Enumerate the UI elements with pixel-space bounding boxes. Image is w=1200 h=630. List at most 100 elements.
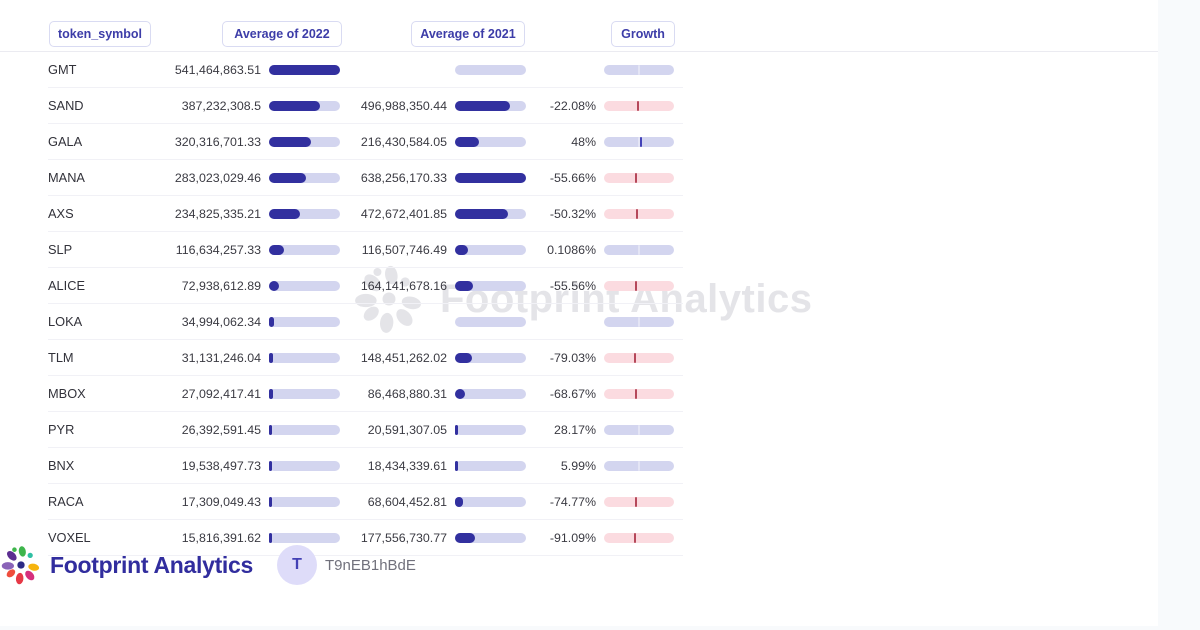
token-symbol: LOKA (48, 314, 83, 329)
bar-fill (455, 137, 479, 147)
token-symbol: MBOX (48, 386, 86, 401)
growth-zero-divider (638, 461, 640, 471)
avg-2021-value: 18,434,339.61 (367, 459, 447, 473)
avg-2021-value: 177,556,730.77 (360, 531, 447, 545)
table-row[interactable]: MBOX 27,092,417.41 86,468,880.31 -68.67% (48, 376, 683, 412)
token-symbol: GALA (48, 134, 83, 149)
avg-2021-value: 638,256,170.33 (360, 171, 447, 185)
table-row[interactable]: RACA 17,309,049.43 68,604,452.81 -74.77% (48, 484, 683, 520)
growth-bar (604, 209, 674, 219)
bar-fill (455, 497, 463, 507)
avg-2021-bar (455, 497, 526, 507)
token-symbol: RACA (48, 494, 84, 509)
growth-value: -22.08% (549, 99, 596, 113)
table-row[interactable]: AXS 234,825,335.21 472,672,401.85 -50.32% (48, 196, 683, 232)
token-symbol: PYR (48, 422, 75, 437)
token-symbol: SLP (48, 242, 73, 257)
avg-2022-value: 31,131,246.04 (181, 351, 261, 365)
growth-bar (604, 533, 674, 543)
avg-2021-value: 86,468,880.31 (367, 387, 447, 401)
table-row[interactable]: SAND 387,232,308.5 496,988,350.44 -22.08% (48, 88, 683, 124)
bar-fill (269, 353, 273, 363)
brand-wordmark[interactable]: Footprint Analytics (50, 551, 254, 578)
bar-fill (455, 281, 473, 291)
avg-2021-value: 68,604,452.81 (367, 495, 447, 509)
table-row[interactable]: PYR 26,392,591.45 20,591,307.05 28.17% (48, 412, 683, 448)
bar-fill (269, 425, 272, 435)
bar-fill (269, 173, 306, 183)
table-row[interactable]: MANA 283,023,029.46 638,256,170.33 -55.66% (48, 160, 683, 196)
avg-2021-value: 216,430,584.05 (360, 135, 447, 149)
avg-2022-value: 541,464,863.51 (174, 63, 261, 77)
table-row[interactable]: LOKA 34,994,062.34 (48, 304, 683, 340)
avg-2022-bar (269, 65, 340, 75)
avg-2021-bar (455, 101, 526, 111)
bar-fill (269, 497, 272, 507)
bar-fill (455, 461, 458, 471)
table-row[interactable]: GMT 541,464,863.51 (48, 52, 683, 88)
table-row[interactable]: VOXEL 15,816,391.62 177,556,730.77 -91.09% (48, 520, 683, 556)
avg-2021-bar (455, 317, 526, 327)
growth-value: -79.03% (549, 351, 596, 365)
avg-2021-value (297, 52, 447, 88)
token-symbol: AXS (48, 206, 74, 221)
avg-2022-bar (269, 461, 340, 471)
growth-bar (604, 173, 674, 183)
growth-value: -74.77% (549, 495, 596, 509)
column-header-average-of-2021[interactable]: Average of 2021 (411, 21, 525, 47)
growth-value: 0.1086% (547, 243, 596, 257)
bar-fill (455, 209, 508, 219)
bar-fill (269, 137, 311, 147)
growth-zero-divider (638, 245, 640, 255)
growth-value: -68.67% (549, 387, 596, 401)
avg-2022-bar (269, 209, 340, 219)
avg-2022-bar (269, 137, 340, 147)
avg-2021-bar (455, 209, 526, 219)
avg-2022-bar (269, 101, 340, 111)
growth-marker (637, 101, 639, 111)
avg-2022-value: 17,309,049.43 (181, 495, 261, 509)
avg-2022-bar (269, 533, 340, 543)
bar-fill (455, 389, 465, 399)
growth-bar (604, 137, 674, 147)
growth-bar (604, 461, 674, 471)
avg-2022-value: 72,938,612.89 (181, 279, 261, 293)
column-header-token-symbol[interactable]: token_symbol (49, 21, 151, 47)
page-background-strip-right (1158, 0, 1200, 630)
avg-2021-bar (455, 245, 526, 255)
avg-2021-value: 116,507,746.49 (361, 243, 447, 257)
bar-fill (269, 389, 273, 399)
footprint-flower-icon[interactable] (0, 544, 42, 586)
growth-zero-divider (638, 425, 640, 435)
table-row[interactable]: TLM 31,131,246.04 148,451,262.02 -79.03% (48, 340, 683, 376)
growth-bar (604, 101, 674, 111)
table-row[interactable]: BNX 19,538,497.73 18,434,339.61 5.99% (48, 448, 683, 484)
column-header-growth[interactable]: Growth (611, 21, 675, 47)
avg-2022-value: 320,316,701.33 (174, 135, 261, 149)
header-divider (0, 51, 1158, 52)
column-header-average-of-2022[interactable]: Average of 2022 (222, 21, 342, 47)
growth-value: -91.09% (549, 531, 596, 545)
avg-2021-bar (455, 65, 526, 75)
token-table: GMT 541,464,863.51 SAND 387,232,308.5 496,98… (48, 52, 683, 556)
bar-fill (269, 533, 272, 543)
growth-bar (604, 497, 674, 507)
growth-value (496, 304, 596, 340)
avg-2022-bar (269, 245, 340, 255)
footer: Footprint Analytics T T9nEB1hBdE (0, 543, 416, 587)
token-symbol: MANA (48, 170, 85, 185)
growth-zero-divider (638, 137, 640, 147)
growth-bar (604, 65, 674, 75)
bar-fill (269, 461, 272, 471)
table-row[interactable]: SLP 116,634,257.33 116,507,746.49 0.1086% (48, 232, 683, 268)
avg-2022-value: 15,816,391.62 (181, 531, 261, 545)
avg-2021-value: 164,141,678.16 (360, 279, 447, 293)
avg-2021-bar (455, 281, 526, 291)
table-row[interactable]: ALICE 72,938,612.89 164,141,678.16 -55.56% (48, 268, 683, 304)
user-avatar[interactable]: T (277, 545, 318, 585)
avg-2021-value: 20,591,307.05 (367, 423, 447, 437)
bar-fill (269, 101, 320, 111)
table-row[interactable]: GALA 320,316,701.33 216,430,584.05 48% (48, 124, 683, 160)
growth-bar (604, 353, 674, 363)
